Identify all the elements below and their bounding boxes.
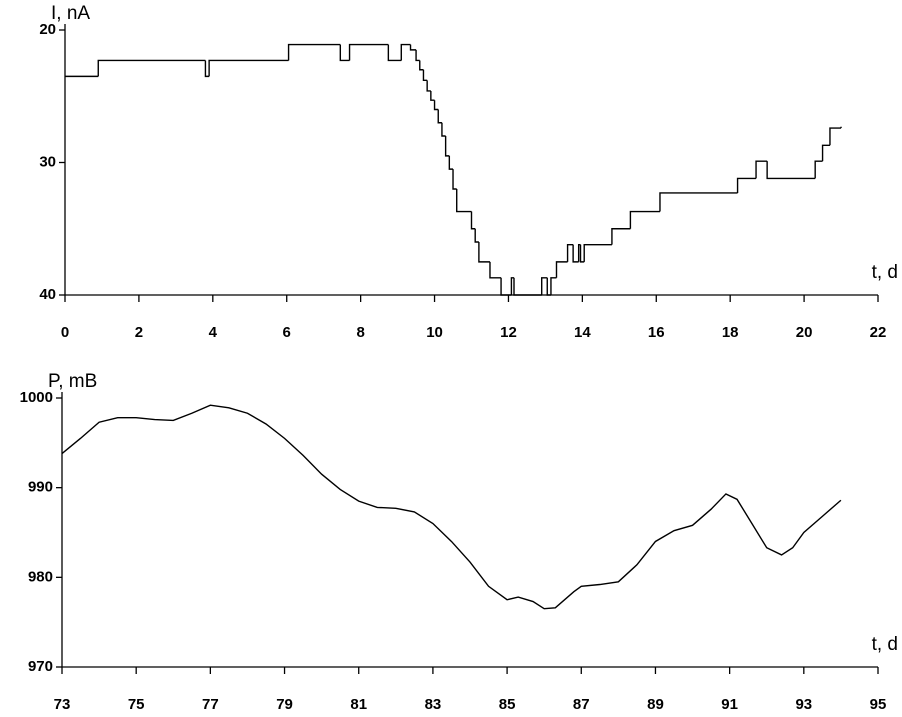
- x-tick-label: 89: [647, 696, 664, 713]
- step-segment: [419, 60, 424, 71]
- step-segment: [572, 244, 579, 263]
- step-segment: [433, 100, 439, 111]
- x-tick-label: 79: [276, 696, 293, 713]
- step-segment: [456, 189, 472, 213]
- x-tick-label: 83: [425, 696, 442, 713]
- x-tick-label: 22: [870, 324, 887, 341]
- step-segment: [546, 277, 551, 296]
- step-segment: [550, 277, 557, 295]
- y-axis-title: P, mB: [48, 371, 97, 392]
- step-segment: [478, 242, 490, 263]
- step-segment: [97, 59, 206, 77]
- x-tick-label: 16: [648, 324, 665, 341]
- step-segment: [204, 60, 210, 78]
- step-segment: [566, 243, 574, 262]
- step-segment: [736, 177, 757, 193]
- step-segment: [755, 160, 768, 179]
- x-tick-label: 93: [795, 696, 812, 713]
- step-segment: [208, 59, 289, 77]
- x-tick-label: 0: [61, 324, 69, 341]
- x-tick-label: 85: [499, 696, 516, 713]
- step-segment: [579, 244, 585, 263]
- y-tick-label: 970: [28, 658, 53, 675]
- step-segment: [474, 228, 479, 243]
- step-segment: [437, 109, 442, 124]
- step-segment: [583, 243, 612, 262]
- step-segment: [611, 228, 631, 245]
- x-axis-title: t, d: [872, 634, 898, 655]
- x-tick-label: 8: [356, 324, 364, 341]
- y-tick-label: 30: [39, 153, 56, 170]
- step-segment: [510, 277, 514, 295]
- step-segment: [766, 161, 816, 180]
- y-tick-label: 20: [39, 21, 56, 38]
- step-segment: [287, 43, 341, 61]
- y-tick-label: 990: [28, 479, 53, 496]
- x-tick-label: 4: [209, 324, 218, 341]
- y-axis-title: I, nA: [51, 3, 90, 24]
- y-tick-label: 980: [28, 568, 53, 585]
- y-tick-label: 1000: [20, 389, 53, 406]
- x-tick-label: 2: [135, 324, 143, 341]
- x-tick-label: 77: [202, 696, 219, 713]
- x-tick-label: 87: [573, 696, 590, 713]
- step-segment: [452, 169, 457, 190]
- step-segment: [422, 69, 428, 82]
- data-line: [61, 404, 842, 610]
- x-tick-label: 20: [796, 324, 813, 341]
- x-tick-label: 95: [870, 696, 887, 713]
- x-tick-label: 81: [350, 696, 367, 713]
- step-segment: [348, 43, 389, 61]
- step-segment: [814, 160, 823, 179]
- x-axis-title: t, d: [872, 262, 898, 283]
- y-tick-label: 40: [39, 286, 56, 303]
- step-segment: [629, 210, 660, 229]
- x-tick-label: 75: [128, 696, 145, 713]
- step-segment: [426, 80, 431, 92]
- step-segment: [441, 122, 446, 137]
- step-segment: [513, 277, 542, 296]
- step-segment: [489, 261, 502, 279]
- step-segment: [415, 49, 420, 62]
- x-tick-label: 14: [574, 324, 591, 341]
- step-segment: [829, 127, 842, 146]
- step-segment: [400, 43, 411, 61]
- step-segment: [555, 261, 568, 278]
- step-segment: [430, 90, 435, 101]
- step-segment: [500, 277, 512, 296]
- step-segment: [448, 155, 454, 170]
- step-segment: [659, 192, 738, 212]
- step-segment: [339, 44, 350, 62]
- x-tick-label: 6: [283, 324, 291, 341]
- x-tick-label: 73: [54, 696, 71, 713]
- step-segment: [821, 144, 830, 162]
- x-tick-label: 12: [500, 324, 517, 341]
- step-segment: [409, 44, 417, 51]
- step-segment: [387, 44, 402, 62]
- step-segment: [541, 277, 548, 295]
- x-tick-label: 10: [426, 324, 443, 341]
- step-segment: [470, 211, 476, 230]
- x-tick-label: 91: [721, 696, 738, 713]
- x-tick-label: 18: [722, 324, 739, 341]
- step-segment: [444, 136, 450, 157]
